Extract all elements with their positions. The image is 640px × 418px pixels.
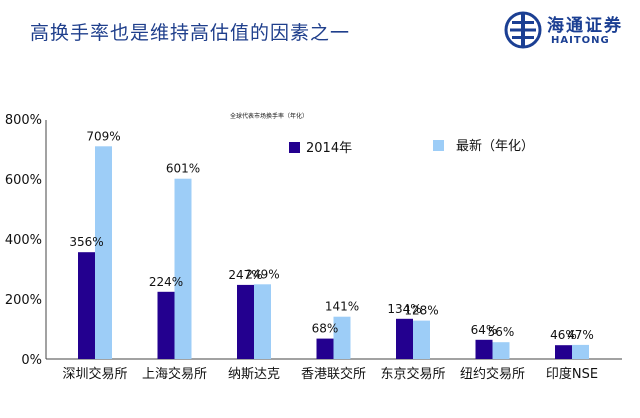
value-label-series-1: 134% [387, 302, 421, 316]
chart-title: 全球代表市场换手率（年化） [230, 112, 308, 120]
x-category-label: 香港联交所 [301, 366, 366, 382]
bar-series-1 [157, 291, 175, 359]
bar-series-2 [174, 178, 192, 359]
company-logo: 海通证券 HAITONG [503, 8, 635, 52]
value-label-series-2: 56% [488, 325, 515, 339]
value-label-series-1: 224% [149, 275, 183, 289]
bar-series-2 [95, 146, 112, 359]
value-label-series-2: 141% [325, 300, 359, 314]
value-label-series-2: 47% [567, 328, 594, 342]
bar-series-2 [333, 316, 351, 359]
haitong-logo-icon [504, 11, 542, 49]
bar-series-2 [572, 344, 589, 359]
bar-series-2 [254, 284, 271, 359]
legend: 2014年 最新（年化） [289, 138, 534, 156]
bar-series-1 [237, 284, 254, 359]
logo-name-en: HAITONG [551, 35, 610, 46]
x-category-label: 印度NSE [546, 366, 598, 382]
legend-label-series-1: 2014年 [306, 141, 352, 156]
value-label-series-2: 601% [166, 162, 200, 176]
legend-swatch-series-1 [289, 142, 300, 153]
bar-series-1 [78, 252, 95, 359]
y-tick-label: 0% [21, 353, 42, 368]
logo-name-cn: 海通证券 [547, 16, 623, 36]
bar-series-1 [316, 338, 334, 359]
value-label-series-2: 709% [86, 129, 120, 143]
y-tick-label: 200% [5, 293, 42, 308]
value-label-series-1: 247% [228, 268, 262, 282]
x-category-label: 纽约交易所 [460, 366, 525, 382]
x-category-label: 东京交易所 [380, 366, 445, 382]
value-label-series-1: 46% [550, 328, 577, 342]
y-tick-label: 800% [5, 113, 42, 128]
value-label-series-2: 249% [245, 267, 279, 281]
bar-series-1 [555, 345, 572, 359]
x-category-label: 深圳交易所 [62, 366, 127, 382]
value-label-series-1: 356% [69, 235, 103, 249]
page-title: 高换手率也是维持高估值的因素之一 [30, 22, 351, 44]
legend-swatch-series-2 [433, 140, 444, 151]
value-label-series-1: 68% [312, 322, 339, 336]
value-label-series-1: 64% [471, 323, 498, 337]
category-labels: 深圳交易所 上海交易所 纳斯达克 香港联交所 东京交易所 纽约交易所 印度NSE [62, 366, 598, 382]
x-category-label: 纳斯达克 [228, 367, 280, 382]
y-tick-label: 400% [5, 233, 42, 248]
bar-series-1 [396, 318, 413, 359]
bar-series-2 [413, 320, 430, 359]
bar-series-2 [492, 342, 510, 359]
value-labels: 356% 709% 224% 601% 247%249% 68% 141% 134%128% 6… [69, 129, 593, 342]
legend-label-series-2: 最新（年化） [456, 138, 534, 154]
y-tick-label: 600% [5, 173, 42, 188]
x-category-label: 上海交易所 [142, 366, 207, 382]
bars [78, 146, 589, 359]
value-label-series-2: 128% [404, 304, 438, 318]
y-axis-ticks: 0% 200% 400% 600% 800% [5, 113, 42, 368]
bar-series-1 [475, 339, 493, 359]
